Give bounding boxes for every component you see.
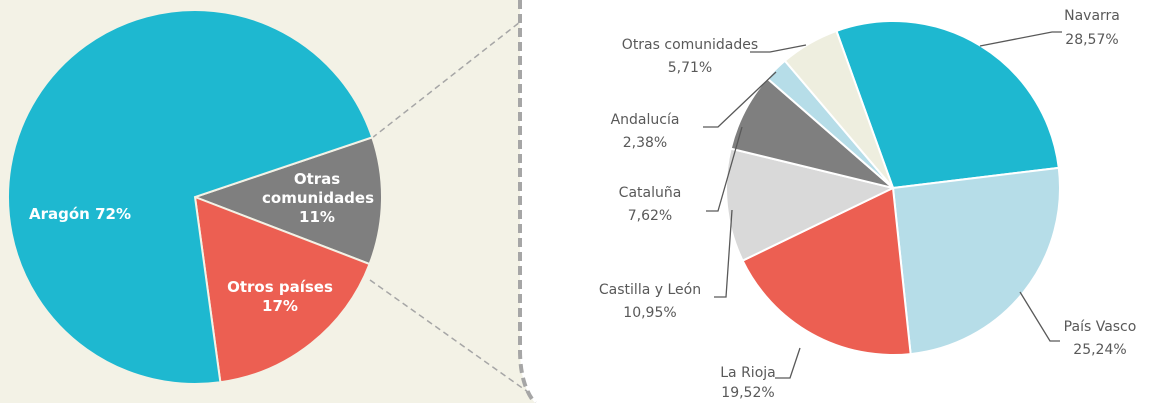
category-label: Navarra: [1064, 8, 1120, 24]
slice-label: Otros países 17%: [215, 278, 345, 316]
leader-line: [1019, 291, 1060, 342]
pie-slice: [741, 186, 912, 356]
category-label: Aragón: [29, 205, 90, 223]
slice-label: Aragón 72%: [10, 205, 150, 224]
value-label: 72%: [95, 205, 131, 223]
pie-slice: [193, 195, 371, 384]
slice-label: Otras comunidades 11%: [262, 170, 375, 227]
category-label: País Vasco: [1064, 319, 1137, 335]
category-label: Otras comunidades: [262, 170, 375, 207]
value-label: 25,24%: [1073, 342, 1126, 358]
connector-line: [371, 21, 521, 139]
value-label: 19,52%: [721, 385, 774, 401]
pie-slice: [725, 147, 896, 262]
leader-line: [979, 31, 1062, 47]
pie-slice: [7, 9, 374, 385]
leader-line: [750, 44, 807, 53]
panel-border: [518, 0, 537, 403]
leader-line: [703, 71, 777, 128]
value-label: 28,57%: [1065, 32, 1118, 48]
pie-slice: [192, 136, 383, 266]
leader-line: [714, 209, 733, 298]
pie-slice: [783, 29, 894, 189]
leader-line: [775, 347, 801, 379]
value-label: 10,95%: [623, 305, 676, 321]
value-label: 2,38%: [623, 135, 667, 151]
value-label: 5,71%: [668, 60, 712, 76]
connector-line: [369, 279, 529, 393]
category-label: Otras comunidades: [622, 37, 758, 53]
category-label: La Rioja: [720, 365, 775, 381]
pie-slice: [891, 166, 1061, 356]
category-label: Castilla y León: [599, 282, 701, 298]
value-label: 7,62%: [628, 208, 672, 224]
leader-line: [706, 126, 743, 212]
category-label: Andalucía: [611, 112, 680, 128]
category-label: Otros países: [227, 278, 333, 296]
value-label: 11%: [299, 208, 335, 226]
value-label: 17%: [262, 297, 298, 315]
category-label: Cataluña: [619, 185, 682, 201]
